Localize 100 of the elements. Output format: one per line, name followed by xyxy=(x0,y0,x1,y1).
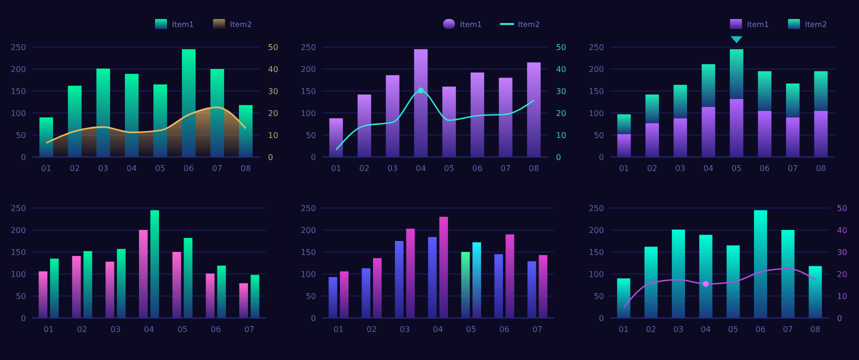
y-tick-label: 0 xyxy=(310,314,316,323)
bar xyxy=(730,49,744,99)
y2-tick-label: 50 xyxy=(837,204,848,213)
bar xyxy=(672,230,686,318)
bar xyxy=(470,72,484,157)
bar xyxy=(239,283,248,318)
y2-tick-label: 10 xyxy=(556,131,566,140)
bar xyxy=(439,216,448,318)
x-tick-label: 05 xyxy=(731,164,742,173)
bar xyxy=(808,266,822,318)
y-tick-label: 200 xyxy=(588,226,604,235)
bar xyxy=(726,245,740,318)
x-tick-label: 07 xyxy=(244,325,254,334)
y-tick-label: 200 xyxy=(10,226,26,235)
x-tick-label: 02 xyxy=(359,164,370,173)
x-tick-label: 05 xyxy=(177,325,188,334)
y-tick-label: 200 xyxy=(300,226,316,235)
x-tick-label: 03 xyxy=(400,325,410,334)
y-tick-label: 100 xyxy=(300,270,316,279)
y-tick-label: 100 xyxy=(588,109,604,118)
y-tick-label: 150 xyxy=(588,248,604,257)
y2-tick-label: 30 xyxy=(837,248,848,257)
x-tick-label: 03 xyxy=(675,164,686,173)
bar xyxy=(442,86,456,157)
bar xyxy=(358,94,372,157)
bar xyxy=(373,258,382,318)
bar xyxy=(702,64,716,107)
x-tick-label: 07 xyxy=(782,325,794,334)
line-series xyxy=(622,268,816,308)
x-tick-label: 07 xyxy=(500,164,511,173)
bar xyxy=(172,252,182,318)
bar xyxy=(210,69,224,157)
y2-tick-label: 30 xyxy=(268,87,278,96)
y-tick-label: 150 xyxy=(300,87,316,96)
bar xyxy=(814,110,828,157)
x-tick-label: 04 xyxy=(126,164,137,173)
bar xyxy=(340,271,349,318)
x-tick-label: 05 xyxy=(444,164,454,173)
y2-tick-label: 0 xyxy=(837,314,842,323)
bar xyxy=(617,278,630,318)
y-tick-label: 200 xyxy=(300,65,316,74)
bar xyxy=(83,251,92,318)
bar xyxy=(39,117,54,157)
y2-tick-label: 50 xyxy=(556,43,566,52)
bar xyxy=(386,75,400,157)
y-tick-label: 250 xyxy=(588,204,604,213)
bar xyxy=(106,262,114,318)
bar xyxy=(674,84,688,118)
x-tick-label: 02 xyxy=(647,164,658,173)
x-tick-label: 01 xyxy=(618,164,630,173)
bar xyxy=(645,94,659,124)
bar xyxy=(645,123,659,157)
y-tick-label: 50 xyxy=(16,131,26,140)
x-tick-label: 06 xyxy=(760,164,770,173)
bar xyxy=(394,241,404,318)
y-tick-label: 100 xyxy=(10,109,26,118)
bar xyxy=(617,134,631,157)
x-tick-label: 01 xyxy=(44,325,54,334)
y-tick-label: 0 xyxy=(20,314,26,323)
x-tick-label: 04 xyxy=(144,325,154,334)
bar xyxy=(362,268,370,318)
bar xyxy=(494,254,503,318)
bar xyxy=(150,210,160,318)
bar xyxy=(414,49,428,157)
x-tick-label: 07 xyxy=(788,164,798,173)
y-tick-label: 0 xyxy=(310,153,316,162)
bar xyxy=(758,71,772,111)
y-tick-label: 50 xyxy=(306,131,316,140)
bar xyxy=(96,68,110,157)
bar xyxy=(781,230,795,318)
bar xyxy=(699,234,712,318)
x-tick-label: 06 xyxy=(184,164,194,173)
y-tick-label: 0 xyxy=(598,153,604,162)
y-tick-label: 200 xyxy=(10,65,26,74)
y-tick-label: 100 xyxy=(588,270,604,279)
y2-tick-label: 10 xyxy=(268,131,278,140)
bar xyxy=(153,84,168,157)
y2-tick-label: 50 xyxy=(268,43,278,52)
bar xyxy=(617,114,631,134)
y2-tick-label: 20 xyxy=(837,270,848,279)
bar xyxy=(730,98,744,157)
y-tick-label: 50 xyxy=(16,292,26,301)
x-tick-label: 07 xyxy=(212,164,222,173)
y-tick-label: 150 xyxy=(588,87,604,96)
y-tick-label: 150 xyxy=(300,248,316,257)
bar xyxy=(538,255,548,318)
y-tick-label: 50 xyxy=(594,131,604,140)
bar xyxy=(206,274,215,318)
y2-tick-label: 30 xyxy=(556,87,566,96)
bar xyxy=(702,106,716,157)
x-tick-label: 05 xyxy=(466,325,476,334)
x-tick-label: 08 xyxy=(240,164,251,173)
bar xyxy=(250,274,260,318)
y2-tick-label: 20 xyxy=(556,109,566,118)
x-tick-label: 03 xyxy=(98,164,108,173)
bar xyxy=(72,256,81,318)
x-tick-label: 02 xyxy=(366,325,377,334)
bar xyxy=(506,234,514,318)
bar xyxy=(754,210,768,318)
x-tick-label: 01 xyxy=(618,325,629,334)
